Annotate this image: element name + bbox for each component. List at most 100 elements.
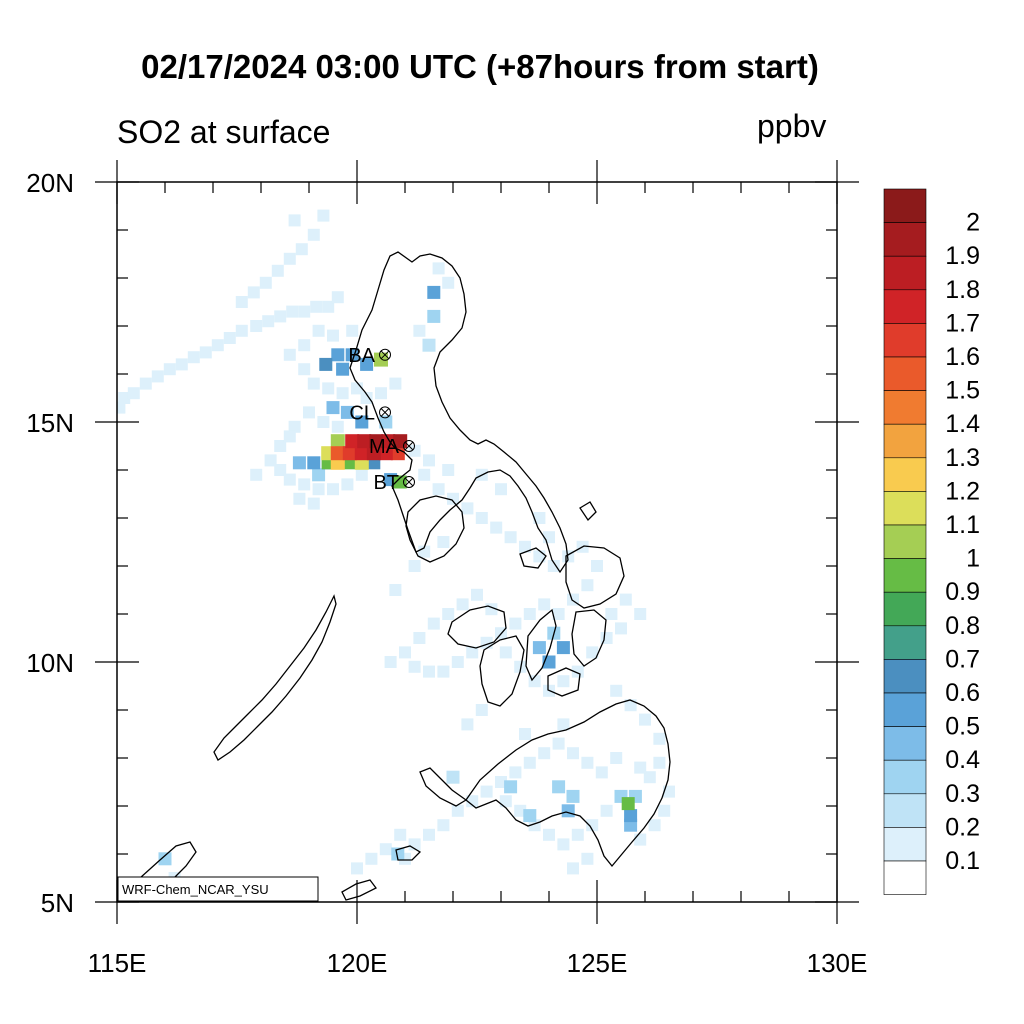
plume-cell bbox=[475, 512, 488, 524]
plume-cell bbox=[379, 843, 392, 856]
plume-cell bbox=[389, 377, 402, 390]
so2-cell bbox=[326, 401, 340, 415]
plume-cell bbox=[610, 684, 623, 697]
plume-cell bbox=[317, 416, 330, 428]
so2-cell bbox=[369, 434, 384, 449]
plume-cell bbox=[466, 795, 479, 808]
plume-cell bbox=[504, 531, 517, 544]
plume-cell bbox=[427, 617, 440, 630]
so2-cell bbox=[391, 847, 405, 861]
coastline-samar bbox=[565, 545, 625, 609]
coastline-mindanao-west bbox=[419, 767, 468, 807]
plume-cell bbox=[413, 632, 426, 644]
plume-cell bbox=[499, 646, 512, 659]
plume-cell bbox=[543, 828, 555, 841]
colorbar-segment bbox=[883, 759, 927, 795]
plume-cell bbox=[658, 804, 671, 817]
coastline-leyte bbox=[571, 609, 607, 667]
colorbar-segment bbox=[883, 827, 927, 862]
plume-cell bbox=[307, 228, 320, 241]
plume-cell bbox=[375, 387, 387, 400]
plume-cell bbox=[271, 264, 284, 277]
plume-cell bbox=[495, 483, 507, 496]
coastline-bohol bbox=[547, 667, 581, 697]
plume-cell bbox=[394, 828, 407, 841]
plume-cell bbox=[235, 296, 248, 308]
plume-cell bbox=[355, 468, 368, 481]
plume-cell bbox=[610, 752, 623, 764]
plume-cell bbox=[365, 852, 378, 865]
plume-cell bbox=[264, 454, 277, 467]
plume-cell bbox=[432, 483, 445, 496]
colorbar: 2 1.9 1.8 1.7 1.6 1.5 1.4 1.3 1.2 1.1 1 0.9 0.8 0.7 0.… bbox=[883, 188, 980, 895]
plume-cell bbox=[591, 560, 603, 572]
plume-cell bbox=[187, 351, 200, 364]
plume-cell bbox=[432, 262, 445, 275]
plume-cell bbox=[235, 324, 248, 337]
plume-cell bbox=[211, 339, 224, 352]
so2-cell bbox=[342, 446, 357, 461]
plume-cell bbox=[523, 608, 536, 620]
plume-cell bbox=[514, 660, 527, 673]
plume-cell bbox=[456, 598, 469, 611]
plume-cell bbox=[307, 377, 320, 390]
colorbar-segment bbox=[883, 659, 927, 694]
plume-cell bbox=[331, 291, 344, 304]
plume-cell bbox=[418, 468, 431, 481]
site-marker-ma: MA bbox=[369, 436, 415, 458]
colorbar-label: 0.5 bbox=[945, 713, 980, 741]
plume-cell bbox=[288, 214, 301, 227]
colorbar-label: 1.5 bbox=[945, 377, 980, 405]
credit-box bbox=[117, 876, 319, 902]
plume-cell bbox=[307, 497, 320, 510]
plume-cell bbox=[327, 329, 339, 342]
plume-cell bbox=[418, 545, 431, 558]
coastline-luzon bbox=[349, 251, 569, 574]
plume-cell bbox=[442, 464, 455, 476]
plume-cell bbox=[175, 358, 188, 371]
plume-cell bbox=[437, 819, 450, 832]
coastline-sulu bbox=[395, 845, 422, 861]
plume-cell bbox=[567, 747, 579, 760]
plume-cell bbox=[223, 332, 236, 344]
colorbar-segment bbox=[883, 222, 927, 257]
plume-cell bbox=[586, 646, 599, 659]
plume-cell bbox=[283, 430, 296, 443]
plume-cell bbox=[351, 862, 363, 875]
plume-cell bbox=[274, 440, 287, 452]
plume-cell bbox=[557, 838, 570, 851]
so2-cell bbox=[336, 362, 350, 376]
plume-cell bbox=[615, 622, 627, 635]
so2-cell bbox=[330, 446, 345, 461]
plume-cell bbox=[442, 276, 455, 289]
plume-cell bbox=[547, 560, 560, 572]
colorbar-segment bbox=[883, 390, 927, 425]
plume-cell bbox=[653, 732, 666, 745]
so2-cell bbox=[390, 446, 405, 461]
plume-cell bbox=[295, 243, 308, 256]
plume-cell bbox=[495, 776, 507, 788]
plume-cell bbox=[423, 828, 435, 841]
variable-label: SO2 at surface bbox=[117, 114, 331, 150]
so2-cell bbox=[319, 357, 333, 371]
so2-concentration-layer bbox=[158, 285, 642, 866]
plume-cell bbox=[634, 833, 647, 846]
so2-cell bbox=[504, 780, 518, 794]
colorbar-label: 0.8 bbox=[945, 612, 980, 640]
coastline-masbate bbox=[519, 547, 547, 569]
so2-cell bbox=[354, 446, 369, 461]
plume-cell bbox=[557, 718, 570, 731]
so2-cell bbox=[446, 770, 460, 784]
plume-cell bbox=[663, 785, 675, 798]
colorbar-segment bbox=[883, 289, 927, 324]
plume-cell bbox=[581, 756, 594, 769]
plume-cell bbox=[586, 819, 599, 832]
so2-cell bbox=[422, 338, 436, 352]
plume-cell bbox=[259, 276, 272, 289]
so2-cell bbox=[556, 641, 570, 655]
y-tick-label: 10N bbox=[26, 648, 74, 678]
plume-cell bbox=[437, 665, 450, 678]
plume-cell bbox=[519, 540, 531, 553]
plume-cell bbox=[471, 588, 483, 601]
